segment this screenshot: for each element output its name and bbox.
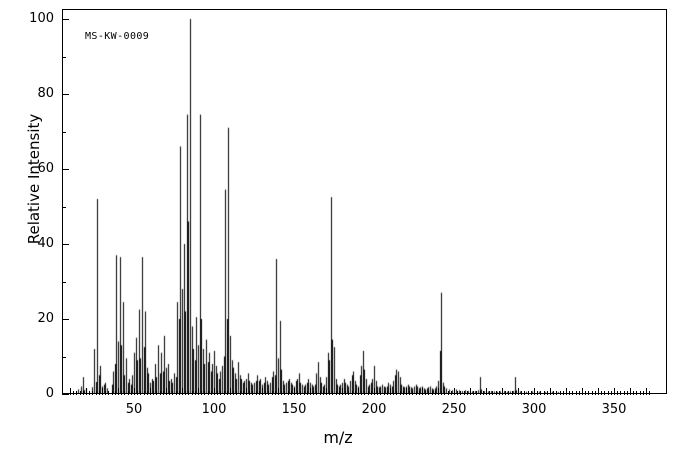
x-tick-label: 350 — [601, 402, 627, 417]
x-axis-title: m/z — [323, 428, 353, 447]
plot-area — [62, 9, 667, 394]
y-tick-label: 20 — [37, 311, 54, 326]
x-tick-label: 150 — [281, 402, 307, 417]
y-tick-label: 60 — [37, 161, 54, 176]
y-tick-label: 100 — [29, 11, 54, 26]
x-tick-label: 200 — [361, 402, 387, 417]
x-tick-label: 300 — [521, 402, 547, 417]
y-tick-label: 0 — [45, 386, 54, 401]
x-axis-tick-labels: 50 100 150 200 250 300 350 — [0, 402, 676, 424]
y-tick-label: 40 — [37, 236, 54, 251]
x-tick-label: 50 — [125, 402, 143, 417]
sample-id-label: MS-KW-0009 — [85, 31, 150, 42]
y-tick-label: 80 — [37, 86, 54, 101]
y-axis-tick-labels: 0 20 40 60 80 100 — [8, 0, 54, 455]
x-tick-label: 100 — [201, 402, 227, 417]
spectrum-plot — [63, 10, 666, 393]
x-tick-label: 250 — [441, 402, 467, 417]
